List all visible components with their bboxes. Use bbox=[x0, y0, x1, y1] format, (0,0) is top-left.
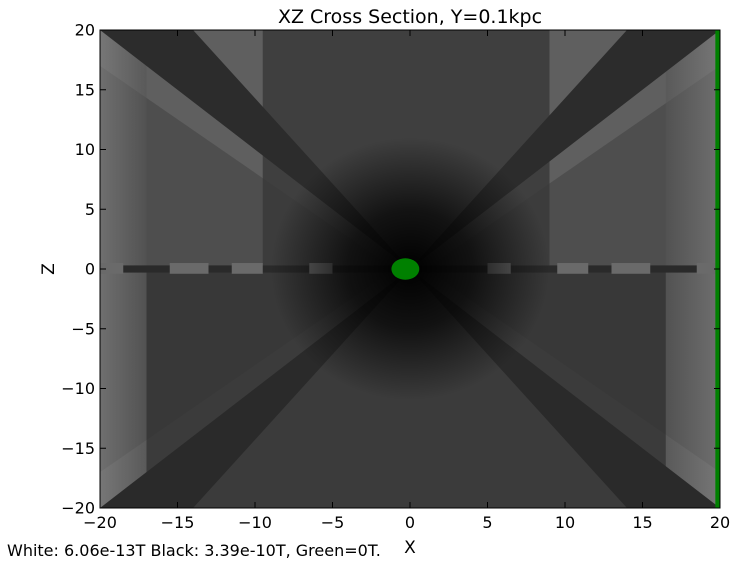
midplane-notch-6 bbox=[611, 263, 651, 274]
midplane-notch-1 bbox=[169, 263, 209, 274]
x-tick-label: 20 bbox=[710, 513, 730, 532]
x-tick-label: 5 bbox=[482, 513, 492, 532]
x-axis-ticks: −20 −15 −10 −5 0 5 10 15 20 bbox=[83, 30, 730, 532]
midplane-notch-2 bbox=[231, 263, 263, 274]
y-tick-label: −20 bbox=[61, 499, 95, 518]
x-axis-label: X bbox=[404, 538, 416, 558]
central-green-blob bbox=[391, 258, 420, 280]
y-axis-ticks: −20 −15 −10 −5 0 5 10 15 20 bbox=[61, 21, 720, 518]
y-tick-label: 5 bbox=[85, 200, 95, 219]
chart-title: XZ Cross Section, Y=0.1kpc bbox=[278, 6, 542, 28]
colormap-caption: White: 6.06e-13T Black: 3.39e-10T, Green… bbox=[7, 541, 381, 560]
midplane-notch-7 bbox=[696, 263, 720, 274]
y-tick-label: −5 bbox=[71, 319, 95, 338]
x-tick-label: 10 bbox=[555, 513, 575, 532]
midplane-notch-0 bbox=[100, 263, 124, 274]
x-tick-label: 15 bbox=[632, 513, 652, 532]
y-axis-label: Z bbox=[39, 263, 59, 275]
x-tick-label: −5 bbox=[321, 513, 345, 532]
y-tick-label: 20 bbox=[75, 21, 95, 40]
y-tick-label: 10 bbox=[75, 140, 95, 159]
y-tick-label: −10 bbox=[61, 379, 95, 398]
x-tick-label: −15 bbox=[161, 513, 195, 532]
midplane-notch-5 bbox=[557, 263, 589, 274]
x-tick-label: −10 bbox=[238, 513, 272, 532]
plot-area bbox=[100, 30, 720, 508]
x-tick-label: −20 bbox=[83, 513, 117, 532]
y-tick-label: −15 bbox=[61, 439, 95, 458]
y-tick-label: 15 bbox=[75, 80, 95, 99]
y-tick-label: 0 bbox=[85, 260, 95, 279]
x-tick-label: 0 bbox=[405, 513, 415, 532]
